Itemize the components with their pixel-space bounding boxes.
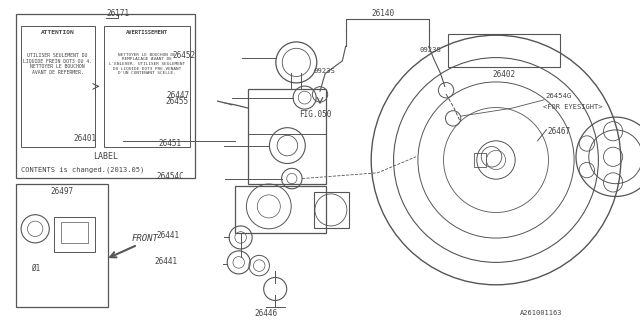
- Bar: [474, 153, 486, 167]
- Text: FRONT: FRONT: [131, 234, 158, 243]
- Bar: [21, 26, 95, 147]
- Text: 26140: 26140: [371, 9, 394, 18]
- Text: <FOR EYESIGHT>: <FOR EYESIGHT>: [543, 104, 602, 110]
- Bar: [314, 192, 349, 228]
- Text: 26497: 26497: [51, 187, 74, 196]
- Text: 26441: 26441: [155, 257, 178, 266]
- Text: 26455: 26455: [165, 97, 188, 106]
- Bar: [16, 184, 108, 307]
- Bar: [16, 14, 195, 178]
- Text: 26171: 26171: [107, 9, 130, 18]
- Text: 0923S: 0923S: [314, 68, 335, 74]
- Text: LABEL: LABEL: [93, 152, 118, 161]
- Bar: [235, 186, 326, 233]
- Text: 26447: 26447: [166, 91, 189, 100]
- Text: AVERTISSEMENT: AVERTISSEMENT: [126, 30, 168, 36]
- Text: 26452: 26452: [173, 52, 196, 60]
- Text: 0923S: 0923S: [419, 47, 441, 53]
- Text: 26467: 26467: [547, 127, 570, 136]
- Text: 26446: 26446: [254, 309, 277, 318]
- Bar: [104, 26, 190, 147]
- Text: 26451: 26451: [159, 139, 182, 148]
- Bar: [61, 222, 88, 243]
- Text: 26441: 26441: [157, 231, 180, 240]
- Text: Ø1: Ø1: [31, 264, 40, 273]
- Text: NETTOYER LE BOUCHON DE
REMPLACAGE AVANT DE
L'ENLEVER. UTILISER SEULEMENT
DU LIQU: NETTOYER LE BOUCHON DE REMPLACAGE AVANT …: [109, 53, 185, 75]
- Text: UTILISER SEULEMENT DU
LIQUIDE FREIN DOT3 OU 4.
NETTOYER LE BOUCHON
AVANT DE REFE: UTILISER SEULEMENT DU LIQUIDE FREIN DOT3…: [23, 53, 92, 75]
- Text: ATTENTION: ATTENTION: [41, 30, 74, 36]
- Text: 26402: 26402: [493, 70, 516, 79]
- Bar: [448, 34, 560, 67]
- Bar: [248, 89, 326, 184]
- Text: FIG.050: FIG.050: [299, 110, 332, 119]
- Text: 26454G: 26454G: [546, 93, 572, 99]
- Text: 26401: 26401: [74, 134, 97, 143]
- Bar: [54, 217, 95, 252]
- Text: CONTENTS is changed.(2013.05): CONTENTS is changed.(2013.05): [21, 166, 145, 173]
- Text: 26454C: 26454C: [157, 172, 184, 181]
- Text: A261001163: A261001163: [520, 310, 562, 316]
